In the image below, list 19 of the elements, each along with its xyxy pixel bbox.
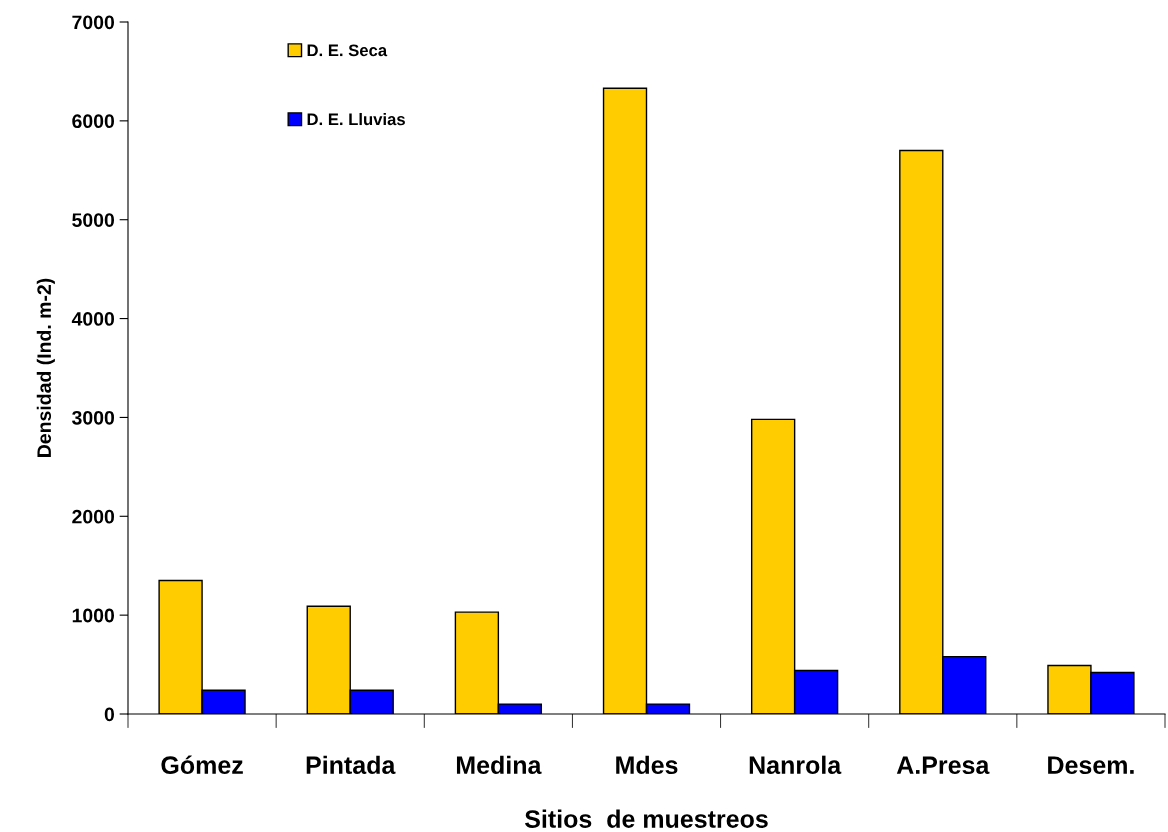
y-tick-label: 6000 — [72, 114, 115, 129]
x-axis-title: Sitios de muestreos — [524, 809, 768, 828]
x-tick-label: A.Presa — [896, 756, 990, 775]
legend-label: D. E. Lluvias — [307, 112, 405, 126]
x-tick-label: Pintada — [306, 755, 396, 775]
x-tick-label: Desem. — [1048, 756, 1134, 775]
y-tick-label: 2000 — [72, 509, 115, 524]
x-tick-label: Nanrola — [749, 755, 842, 775]
y-tick-label: 0 — [104, 707, 115, 722]
x-tick-label: Medina — [456, 755, 542, 775]
y-tick-label: 3000 — [72, 410, 115, 425]
y-tick-label: 7000 — [72, 15, 115, 30]
y-axis-title: Densidad (Ind. m-2) — [36, 278, 55, 457]
y-tick-label: 4000 — [71, 312, 115, 326]
legend-label: D. E. Seca — [307, 44, 388, 57]
y-tick-label: 5000 — [72, 213, 115, 227]
x-tick-label: Mdes — [616, 755, 678, 775]
x-tick-label: Gómez — [161, 755, 243, 775]
y-tick-label: 1000 — [72, 608, 115, 623]
